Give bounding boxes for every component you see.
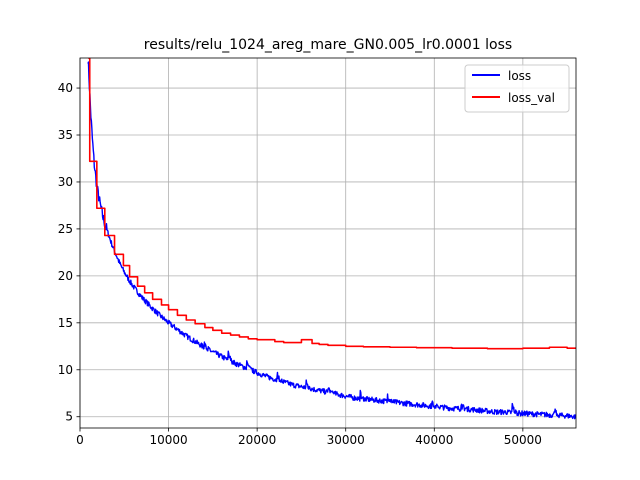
y-tick-label: 5 — [65, 410, 73, 424]
legend-box — [464, 64, 570, 113]
legend-label-loss: loss — [508, 69, 531, 83]
x-tick-label: 50000 — [504, 433, 542, 447]
x-tick-label: 20000 — [238, 433, 276, 447]
y-tick-label: 20 — [58, 269, 73, 283]
chart-title: results/relu_1024_areg_mare_GN0.005_lr0.… — [144, 37, 512, 53]
x-tick-label: 40000 — [415, 433, 453, 447]
y-tick-label: 10 — [58, 363, 73, 377]
plot-frame — [79, 57, 577, 429]
y-tick-label: 25 — [58, 222, 73, 236]
x-tick-label: 0 — [76, 433, 84, 447]
series-line-loss — [87, 61, 576, 420]
legend-label-loss-val: loss_val — [508, 91, 555, 105]
plot-area — [80, 58, 576, 428]
y-tick-label: 30 — [58, 175, 73, 189]
y-tick-label: 35 — [58, 128, 73, 142]
grid-lines — [79, 58, 576, 428]
y-tick-label: 40 — [58, 81, 73, 95]
legend: loss loss_val — [464, 64, 570, 113]
y-tick-label: 15 — [58, 316, 73, 330]
x-tick-label: 30000 — [327, 433, 365, 447]
series-line-loss-val — [87, 58, 576, 350]
x-tick-label: 10000 — [149, 433, 187, 447]
axis-ticks: 0 10000 20000 30000 40000 50000 5 10 15 20 25 30 35 4… — [58, 81, 542, 447]
series-layer — [87, 58, 576, 420]
